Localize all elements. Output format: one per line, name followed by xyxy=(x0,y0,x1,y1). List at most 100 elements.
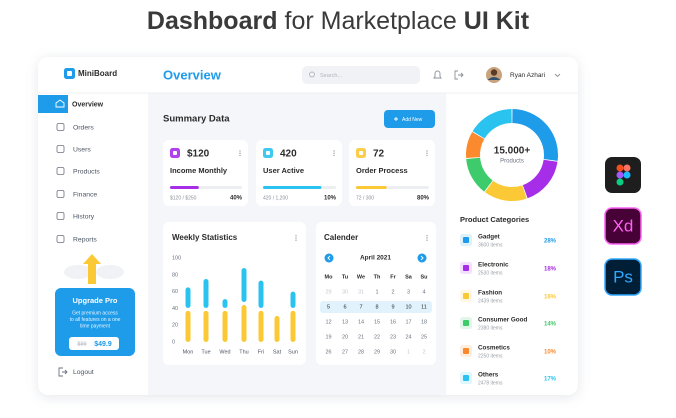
ps-bg xyxy=(604,258,642,296)
bell-icon[interactable] xyxy=(433,70,442,79)
menu-label[interactable]: Finance xyxy=(73,191,97,198)
logout-label[interactable]: Logout xyxy=(73,369,94,376)
more-dot[interactable] xyxy=(333,152,335,154)
calendar-day[interactable]: 2 xyxy=(391,289,394,295)
calendar-day[interactable]: 24 xyxy=(405,334,411,340)
figma-dot xyxy=(616,178,624,186)
more-dot[interactable] xyxy=(239,154,241,157)
calendar-day[interactable]: 14 xyxy=(358,319,364,325)
category-percent: 14% xyxy=(544,322,557,328)
category-icon xyxy=(463,375,469,381)
calendar-day[interactable]: 21 xyxy=(358,334,364,340)
calendar-day[interactable]: 4 xyxy=(422,289,425,295)
calendar-day[interactable]: 6 xyxy=(343,304,346,310)
calendar-day[interactable]: 9 xyxy=(391,304,394,310)
weekday-label: Sa xyxy=(405,274,413,280)
menu-icon xyxy=(56,212,65,220)
bar-segment xyxy=(258,280,264,308)
calendar-day[interactable]: 18 xyxy=(421,319,427,325)
logout-top-icon[interactable] xyxy=(454,70,464,80)
calendar-day[interactable]: 29 xyxy=(374,349,380,355)
calendar-day[interactable]: 15 xyxy=(374,319,380,325)
calendar-prev[interactable] xyxy=(324,253,334,263)
cloud-decoration xyxy=(64,265,92,279)
more-dot[interactable] xyxy=(426,235,428,237)
page-heading: Overview xyxy=(163,67,222,82)
bar-segment xyxy=(274,315,280,342)
calendar-day[interactable]: 11 xyxy=(421,304,427,310)
calendar-day[interactable]: 27 xyxy=(342,349,348,355)
more-dot[interactable] xyxy=(426,150,428,152)
calendar-day[interactable]: 2 xyxy=(422,349,425,355)
cloud-decoration xyxy=(96,265,124,279)
more-dot[interactable] xyxy=(295,235,297,237)
donut-segment xyxy=(466,157,493,192)
category-items: 2380 items xyxy=(478,325,503,331)
search-box[interactable] xyxy=(302,66,420,84)
menu-label[interactable]: Reports xyxy=(73,236,97,243)
calendar-day[interactable]: 16 xyxy=(390,319,396,325)
weekday-label: Th xyxy=(374,274,381,280)
calendar-day[interactable]: 3 xyxy=(407,289,410,295)
xd-label: Xd xyxy=(613,216,634,235)
calendar-day[interactable]: 30 xyxy=(390,349,396,355)
more-dot[interactable] xyxy=(426,237,428,239)
card-amount: 72 xyxy=(373,149,385,160)
menu-label[interactable]: Users xyxy=(73,146,91,153)
progress-fill xyxy=(263,186,322,189)
calendar-day[interactable]: 22 xyxy=(374,334,380,340)
calendar-day[interactable]: 12 xyxy=(325,319,331,325)
more-dot[interactable] xyxy=(333,154,335,157)
user-chevron[interactable] xyxy=(554,73,561,78)
logout-icon[interactable] xyxy=(58,367,68,377)
more-dot[interactable] xyxy=(426,152,428,154)
calendar-day[interactable]: 23 xyxy=(390,334,396,340)
calendar-day[interactable]: 20 xyxy=(342,334,348,340)
more-dot[interactable] xyxy=(333,150,335,152)
more-dot[interactable] xyxy=(426,239,428,241)
calendar-next[interactable] xyxy=(417,253,427,263)
menu-label[interactable]: Orders xyxy=(73,124,94,131)
calendar-day[interactable]: 8 xyxy=(375,304,378,310)
x-tick-label: Sat xyxy=(273,349,282,355)
xd-bg xyxy=(604,207,642,245)
calendar-day[interactable]: 25 xyxy=(421,334,427,340)
calendar-day[interactable]: 5 xyxy=(327,304,330,310)
upgrade-description: Get premium access xyxy=(72,310,118,316)
calendar-day[interactable]: 7 xyxy=(359,304,362,310)
calendar-day[interactable]: 30 xyxy=(342,289,348,295)
calendar-day[interactable]: 31 xyxy=(358,289,364,295)
calendar-day[interactable]: 1 xyxy=(407,349,410,355)
calendar-day[interactable]: 19 xyxy=(325,334,331,340)
calendar-day[interactable]: 13 xyxy=(342,319,348,325)
more-dot[interactable] xyxy=(295,239,297,241)
card-label: Income Monthly xyxy=(170,166,228,175)
user-name[interactable]: Ryan Azhari xyxy=(510,72,545,79)
calendar-day[interactable]: 10 xyxy=(405,304,411,310)
bar-segment xyxy=(222,310,228,342)
more-dot[interactable] xyxy=(295,237,297,239)
next-arrow xyxy=(420,255,424,261)
menu-label[interactable]: History xyxy=(73,213,95,220)
calendar-day[interactable]: 17 xyxy=(405,319,411,325)
menu-icon xyxy=(55,99,65,108)
weekly-panel xyxy=(163,222,306,365)
menu-label[interactable]: Overview xyxy=(72,101,104,108)
donut-center-label: Products xyxy=(500,159,524,165)
price-pill[interactable] xyxy=(69,337,119,350)
calendar-day[interactable]: 28 xyxy=(358,349,364,355)
add-new-button[interactable] xyxy=(384,110,435,128)
old-price: $99 xyxy=(77,341,86,347)
more-dot[interactable] xyxy=(239,150,241,152)
more-dot[interactable] xyxy=(426,154,428,157)
avatar-head xyxy=(490,69,498,76)
menu-label[interactable]: Products xyxy=(73,168,100,175)
add-new-label[interactable]: Add New xyxy=(402,117,423,123)
xd-icon: Xd xyxy=(604,207,642,245)
more-dot[interactable] xyxy=(239,152,241,154)
progress-fill xyxy=(170,186,199,189)
calendar-day[interactable]: 29 xyxy=(325,289,331,295)
calendar-day[interactable]: 26 xyxy=(325,349,331,355)
calendar-month: April 2021 xyxy=(360,255,391,262)
calendar-day[interactable]: 1 xyxy=(375,289,378,295)
